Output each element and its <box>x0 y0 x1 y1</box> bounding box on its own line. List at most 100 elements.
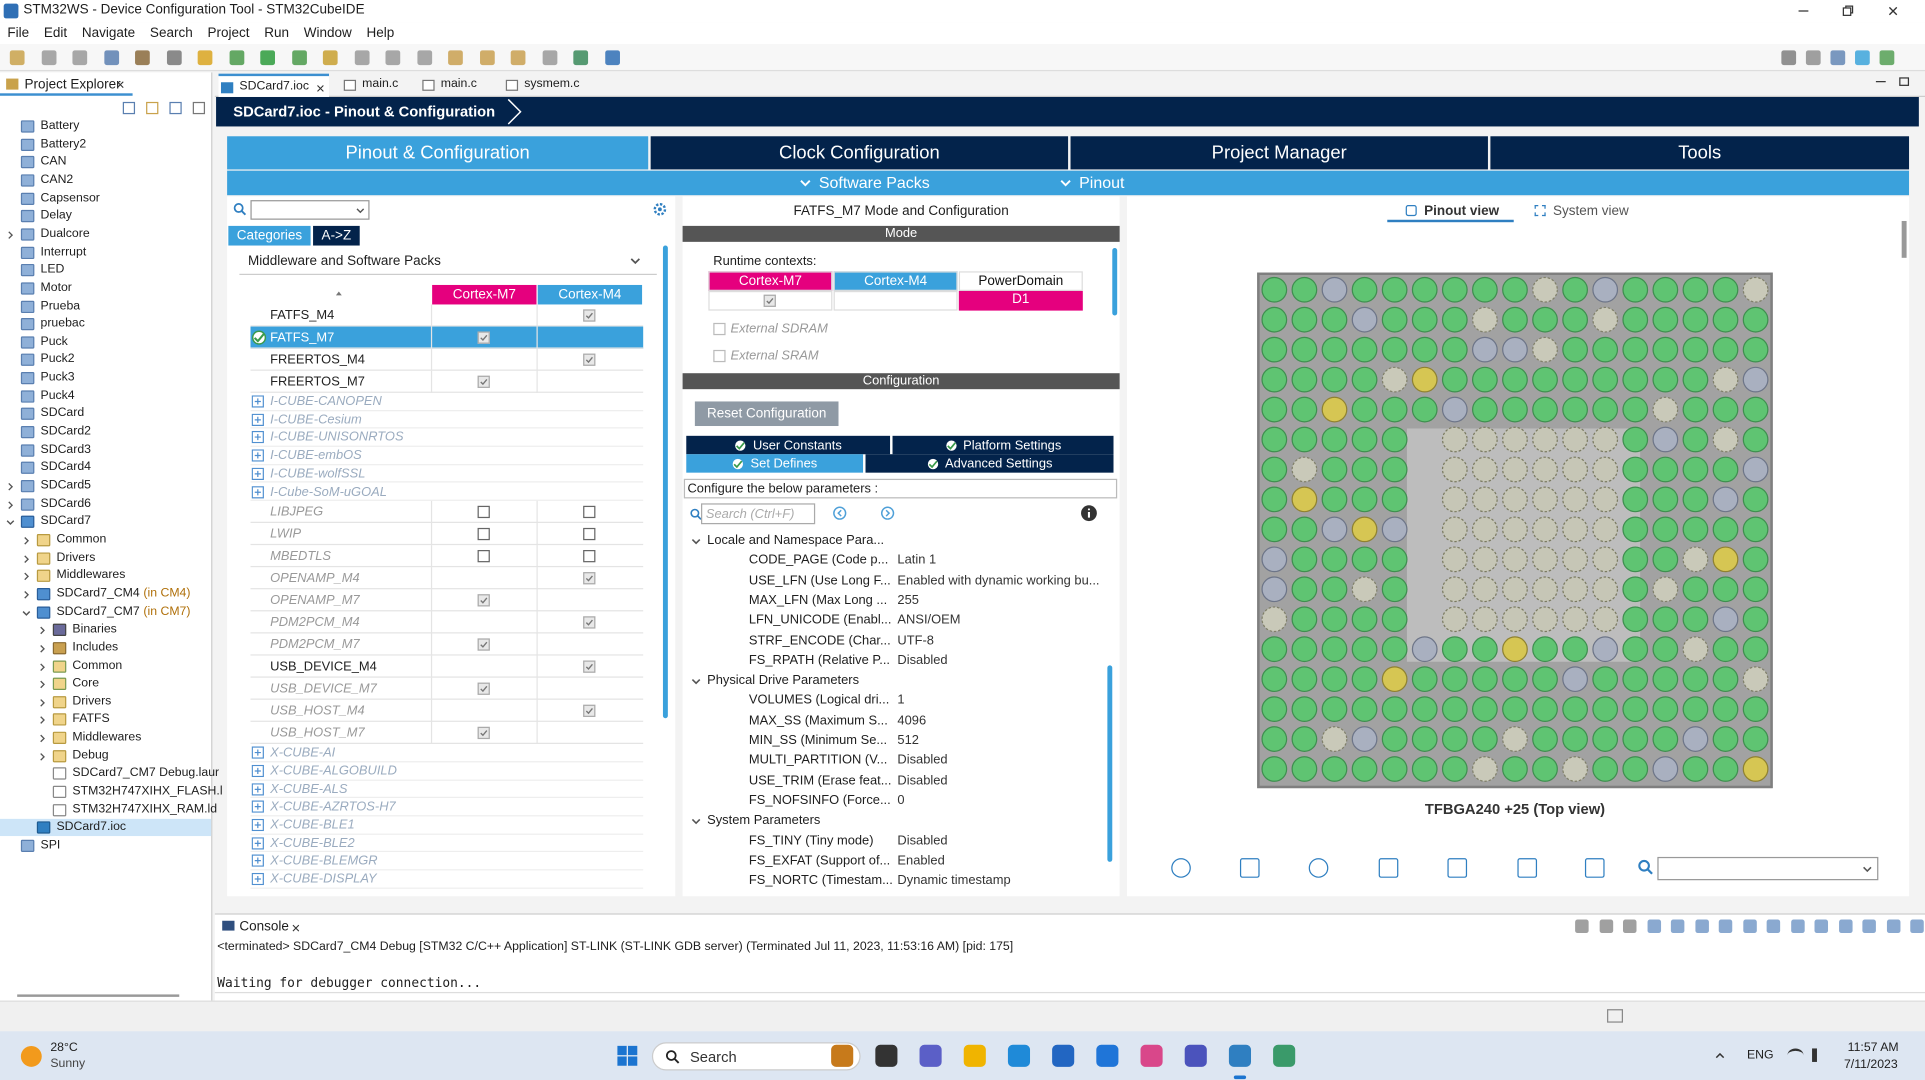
param-value[interactable]: Disabled <box>897 752 948 768</box>
pin[interactable] <box>1592 366 1619 393</box>
taskbar-app[interactable] <box>875 1044 898 1067</box>
runtime-cell[interactable]: D1 <box>958 290 1083 311</box>
pin[interactable] <box>1502 666 1528 693</box>
toolbar-button[interactable] <box>103 50 119 66</box>
pin[interactable] <box>1532 546 1558 573</box>
param-value[interactable]: Disabled <box>897 652 948 668</box>
tree-item[interactable]: Puck <box>0 334 211 351</box>
pack-row[interactable]: I-CUBE-Cesium <box>250 411 644 429</box>
tree-item[interactable]: Core <box>0 675 211 692</box>
pack-row[interactable]: I-Cube-SoM-uGOAL <box>250 483 644 502</box>
pin[interactable] <box>1532 606 1558 633</box>
pin[interactable] <box>1381 486 1408 513</box>
param-value[interactable]: Enabled with dynamic working bu... <box>897 572 1100 588</box>
view-button[interactable] <box>122 101 136 115</box>
expand-arrow[interactable] <box>21 535 32 546</box>
pin[interactable] <box>1532 666 1558 693</box>
param-name[interactable]: MIN_SS (Minimum Se... <box>748 732 888 748</box>
pin[interactable] <box>1351 516 1378 543</box>
pin[interactable] <box>1411 636 1438 663</box>
pin[interactable] <box>1592 456 1619 483</box>
pin[interactable] <box>1682 666 1709 693</box>
console-toolbar-button[interactable] <box>1742 919 1757 934</box>
pin[interactable] <box>1291 696 1318 722</box>
pin[interactable] <box>1381 336 1408 363</box>
pin[interactable] <box>1682 546 1709 573</box>
pin[interactable] <box>1261 486 1288 513</box>
console-toolbar-button[interactable] <box>1670 919 1685 934</box>
tree-item[interactable]: SDCard7_CM4 (in CM4) <box>0 585 211 602</box>
pin[interactable] <box>1502 516 1528 543</box>
toolbar-button[interactable] <box>1805 50 1821 66</box>
pin[interactable] <box>1351 336 1378 363</box>
pin[interactable] <box>1592 726 1619 752</box>
pin[interactable] <box>1411 666 1438 693</box>
pin[interactable] <box>1532 426 1558 453</box>
pin[interactable] <box>1592 696 1619 722</box>
pin[interactable] <box>1622 396 1649 423</box>
pin[interactable] <box>1712 666 1739 693</box>
pin[interactable] <box>1261 606 1288 633</box>
pin[interactable] <box>1682 606 1709 633</box>
pin[interactable] <box>1291 336 1318 363</box>
zoom-toolbar-button[interactable] <box>1517 858 1538 878</box>
tree-item[interactable]: SDCard7_CM7 Debug.laur <box>0 765 219 782</box>
pin[interactable] <box>1441 666 1468 693</box>
pin[interactable] <box>1592 606 1619 633</box>
checkbox[interactable] <box>477 727 490 740</box>
toolbar-button[interactable] <box>135 50 150 66</box>
pin-search-combo[interactable] <box>1657 856 1879 881</box>
pin[interactable] <box>1441 276 1468 303</box>
pin[interactable] <box>1471 276 1498 303</box>
checkbox[interactable] <box>477 638 490 651</box>
pack-row[interactable]: X-CUBE-BLEMGR <box>250 852 644 871</box>
tree-item[interactable]: CAN <box>0 154 211 171</box>
param-name[interactable]: FS_EXFAT (Support of... <box>748 852 891 868</box>
param-name[interactable]: MAX_LFN (Max Long ... <box>748 592 888 608</box>
pin[interactable] <box>1562 456 1589 483</box>
tree-item[interactable]: SDCard4 <box>0 460 211 477</box>
pin[interactable] <box>1351 756 1378 782</box>
pin[interactable] <box>1742 486 1769 513</box>
pin[interactable] <box>1592 636 1619 663</box>
pack-row[interactable]: X-CUBE-DISPLAY <box>250 871 644 889</box>
tree-item[interactable]: Prueba <box>0 298 211 315</box>
tree-item[interactable]: SDCard7.ioc <box>0 819 212 837</box>
pin[interactable] <box>1321 396 1348 423</box>
console-toolbar-button[interactable] <box>1718 919 1733 934</box>
pin[interactable] <box>1682 516 1709 543</box>
pin[interactable] <box>1441 546 1468 573</box>
param-group[interactable]: System Parameters <box>707 812 821 828</box>
pin[interactable] <box>1321 366 1348 393</box>
pin[interactable] <box>1261 576 1288 603</box>
pin[interactable] <box>1261 636 1288 663</box>
zoom-toolbar-button[interactable] <box>1447 858 1468 878</box>
pin[interactable] <box>1411 366 1438 393</box>
pin[interactable] <box>1652 516 1679 543</box>
pin[interactable] <box>1321 516 1348 543</box>
pin[interactable] <box>1261 546 1288 573</box>
toolbar-button[interactable] <box>197 50 213 66</box>
pin[interactable] <box>1742 276 1769 303</box>
pin[interactable] <box>1592 306 1619 333</box>
pin[interactable] <box>1321 636 1348 663</box>
tree-item[interactable]: Puck3 <box>0 370 211 387</box>
console-toolbar-button[interactable] <box>1575 919 1589 934</box>
pin[interactable] <box>1622 516 1649 543</box>
component-row[interactable]: OPENAMP_M7 <box>250 589 644 612</box>
pin[interactable] <box>1592 516 1619 543</box>
pin[interactable] <box>1381 276 1408 303</box>
pin[interactable] <box>1381 576 1408 603</box>
toolbar-button[interactable] <box>604 50 620 66</box>
pin[interactable] <box>1291 276 1318 303</box>
pin[interactable] <box>1742 576 1769 603</box>
console-toolbar-button[interactable] <box>1814 919 1829 934</box>
checkbox[interactable] <box>477 506 490 519</box>
config-tab[interactable]: Advanced Settings <box>865 454 1114 473</box>
param-value[interactable]: 0 <box>897 792 905 808</box>
pin[interactable] <box>1261 276 1288 303</box>
clock-date[interactable]: 7/11/2023 <box>1843 1058 1898 1072</box>
tree-item[interactable]: Puck2 <box>0 352 211 369</box>
toolbar-button[interactable] <box>9 50 25 66</box>
expand-arrow[interactable] <box>37 625 48 636</box>
